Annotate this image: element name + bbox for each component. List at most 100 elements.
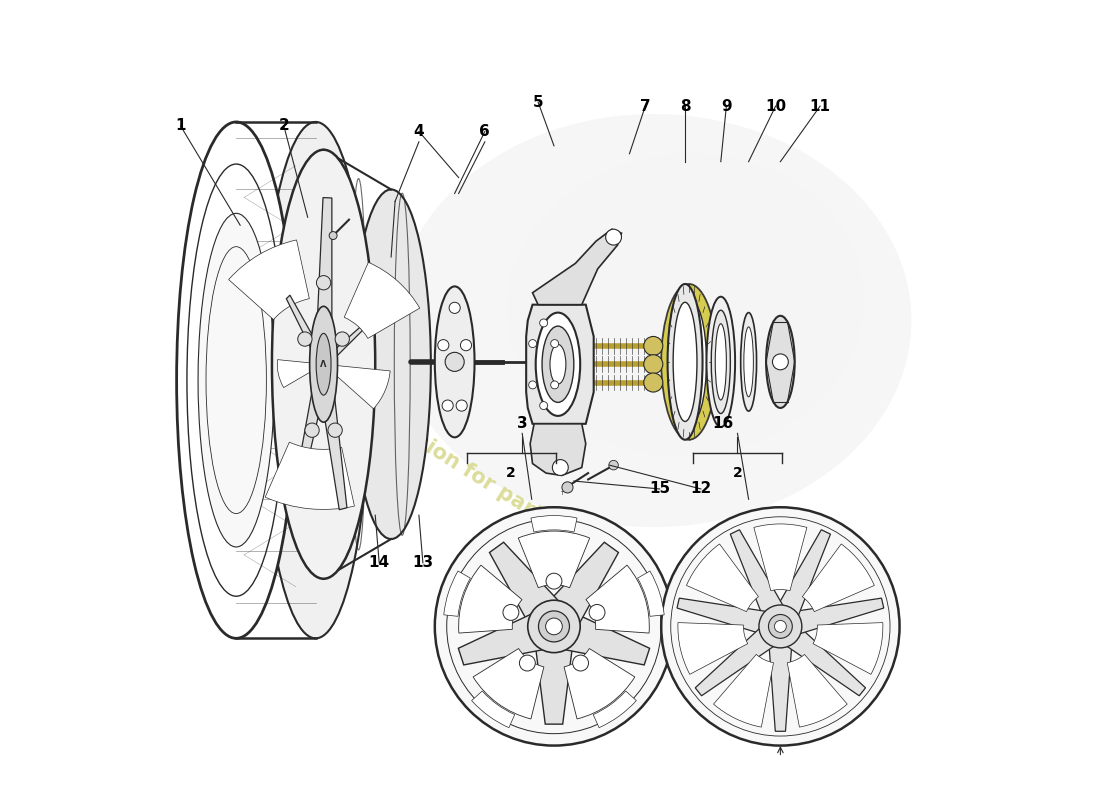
Ellipse shape — [542, 326, 574, 402]
Circle shape — [774, 621, 786, 632]
Wedge shape — [593, 691, 636, 728]
Text: Λ: Λ — [320, 360, 327, 369]
Circle shape — [329, 231, 337, 239]
Circle shape — [442, 400, 453, 411]
Polygon shape — [530, 424, 585, 475]
Text: 12: 12 — [691, 482, 712, 497]
Polygon shape — [730, 530, 792, 632]
Text: 8: 8 — [680, 98, 691, 114]
Polygon shape — [490, 542, 571, 638]
Ellipse shape — [712, 310, 730, 414]
Wedge shape — [678, 622, 748, 674]
Circle shape — [298, 332, 312, 346]
Circle shape — [540, 319, 548, 327]
Circle shape — [519, 655, 536, 671]
Circle shape — [608, 460, 618, 470]
Polygon shape — [548, 606, 650, 665]
Wedge shape — [686, 544, 759, 612]
Circle shape — [336, 332, 350, 346]
Text: 14: 14 — [368, 555, 389, 570]
Circle shape — [606, 229, 621, 245]
Text: 1: 1 — [175, 118, 186, 134]
Ellipse shape — [536, 313, 580, 416]
Wedge shape — [714, 654, 773, 727]
Text: 13: 13 — [412, 555, 433, 570]
Polygon shape — [778, 598, 883, 639]
Text: 3: 3 — [517, 416, 528, 431]
Circle shape — [434, 507, 673, 746]
Polygon shape — [537, 542, 618, 638]
Ellipse shape — [434, 286, 474, 438]
Circle shape — [644, 354, 663, 374]
Circle shape — [317, 275, 331, 290]
Ellipse shape — [177, 122, 296, 638]
Circle shape — [540, 402, 548, 410]
Wedge shape — [329, 365, 390, 409]
Polygon shape — [769, 530, 830, 632]
Wedge shape — [531, 515, 578, 532]
Text: 16: 16 — [713, 416, 734, 431]
Circle shape — [461, 340, 472, 350]
Ellipse shape — [715, 324, 726, 400]
Text: 2: 2 — [733, 466, 742, 480]
Circle shape — [573, 655, 588, 671]
Polygon shape — [317, 362, 346, 510]
Polygon shape — [286, 295, 327, 367]
Circle shape — [644, 373, 663, 392]
Text: 15: 15 — [649, 482, 670, 497]
Text: 7: 7 — [640, 98, 650, 114]
Ellipse shape — [272, 150, 375, 578]
Circle shape — [551, 381, 559, 389]
Circle shape — [529, 381, 537, 389]
Circle shape — [438, 340, 449, 350]
Wedge shape — [802, 544, 874, 612]
Wedge shape — [229, 240, 309, 319]
Ellipse shape — [550, 344, 565, 384]
Ellipse shape — [351, 190, 431, 539]
Wedge shape — [754, 524, 807, 590]
Text: T: T — [560, 491, 563, 496]
Text: 6: 6 — [480, 124, 491, 139]
Circle shape — [446, 352, 464, 371]
Circle shape — [528, 600, 580, 653]
Polygon shape — [532, 229, 621, 305]
Ellipse shape — [309, 306, 338, 422]
Text: 5: 5 — [532, 94, 543, 110]
Polygon shape — [526, 305, 594, 424]
Wedge shape — [473, 649, 543, 719]
Wedge shape — [265, 442, 354, 510]
Circle shape — [546, 573, 562, 589]
Ellipse shape — [198, 214, 274, 547]
Text: a passion for parts since 1994: a passion for parts since 1994 — [358, 397, 670, 602]
Polygon shape — [768, 626, 793, 731]
Wedge shape — [443, 571, 471, 616]
Polygon shape — [534, 626, 575, 724]
Text: 9: 9 — [722, 98, 732, 114]
Polygon shape — [695, 617, 789, 696]
Ellipse shape — [316, 334, 331, 395]
Ellipse shape — [706, 297, 735, 427]
Ellipse shape — [673, 302, 697, 422]
Wedge shape — [518, 531, 590, 588]
Ellipse shape — [744, 327, 754, 397]
Circle shape — [449, 302, 460, 314]
Ellipse shape — [766, 316, 794, 408]
Circle shape — [661, 507, 900, 746]
Circle shape — [759, 605, 802, 648]
Wedge shape — [586, 565, 649, 633]
Polygon shape — [772, 617, 866, 696]
Circle shape — [644, 337, 663, 355]
Ellipse shape — [395, 114, 912, 527]
Circle shape — [305, 423, 319, 438]
Text: 10: 10 — [766, 98, 786, 114]
Wedge shape — [813, 622, 883, 674]
Circle shape — [551, 340, 559, 347]
Ellipse shape — [668, 284, 703, 440]
Ellipse shape — [661, 284, 717, 440]
Wedge shape — [564, 649, 635, 719]
Ellipse shape — [671, 298, 706, 426]
Wedge shape — [459, 565, 522, 633]
Polygon shape — [322, 326, 362, 367]
Circle shape — [772, 354, 789, 370]
Circle shape — [328, 423, 342, 438]
